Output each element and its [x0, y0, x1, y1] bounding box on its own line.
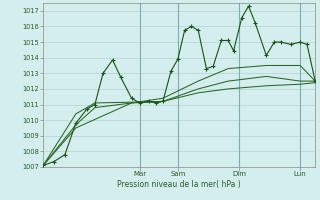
X-axis label: Pression niveau de la mer( hPa ): Pression niveau de la mer( hPa ) — [117, 180, 241, 189]
